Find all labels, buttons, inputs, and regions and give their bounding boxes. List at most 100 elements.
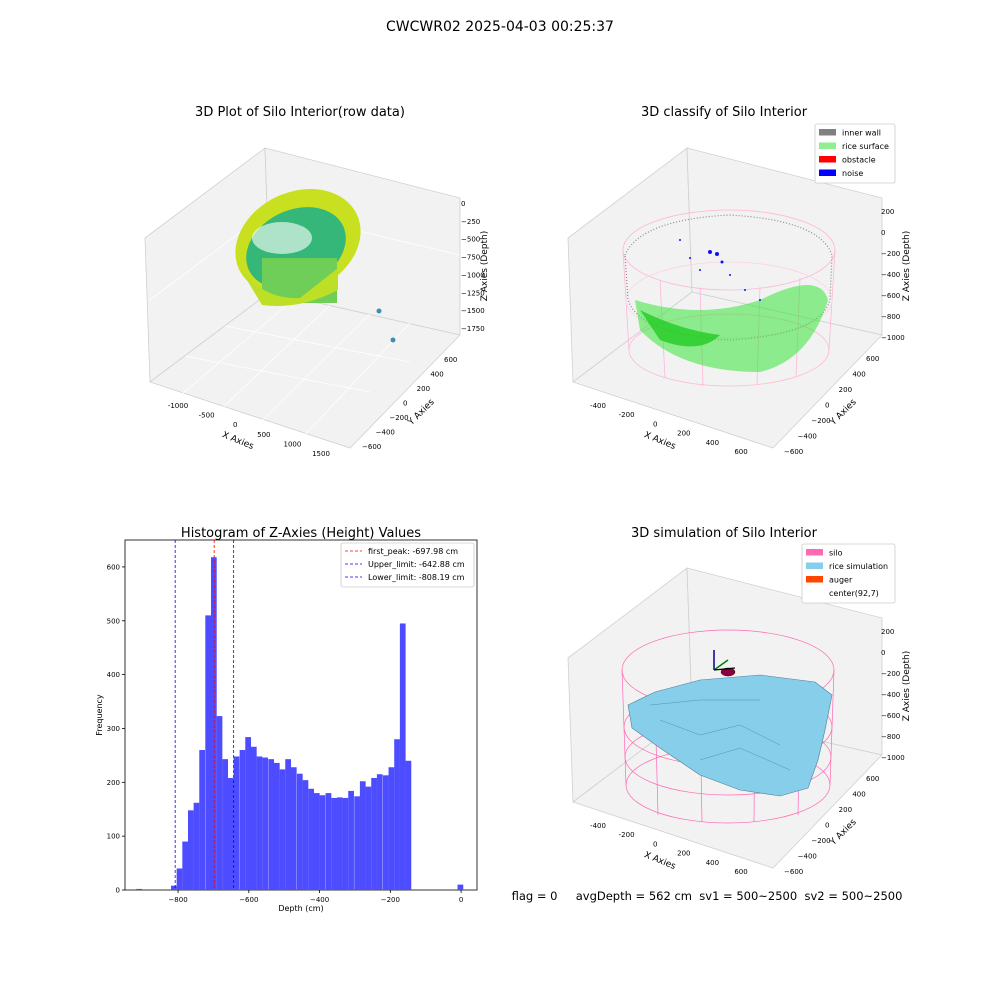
figure-title: CWCWR02 2025-04-03 00:25:37 [386, 19, 614, 35]
panel4-y-tick-label: 0 [825, 822, 829, 830]
panel4-z-tick-label: 0 [881, 649, 885, 657]
panel4-x-tick-label: -400 [590, 822, 606, 830]
histogram-bar [399, 623, 406, 890]
panel2-x-tick-label: 0 [653, 420, 657, 428]
histogram-bar [405, 760, 412, 890]
panel1-z-label: Z Axies (Depth) [480, 231, 490, 302]
histogram-bar [302, 780, 309, 890]
histogram-bar [354, 796, 360, 890]
histogram-bar [336, 797, 343, 890]
panel1-point-cloud [235, 189, 361, 306]
legend-label: obstacle [842, 156, 876, 165]
status-line: flag = 0 avgDepth = 562 cm sv1 = 500~250… [512, 889, 903, 903]
legend-swatch [806, 549, 823, 556]
panel1-outlier-point [376, 308, 382, 314]
panel1-y-tick-label: −400 [376, 429, 395, 437]
histogram-bar [376, 774, 383, 890]
panel4-z-label: Z Axies (Depth) [902, 651, 912, 722]
panel2-y-tick-label: 0 [825, 402, 829, 410]
panel1-z-tick-label: −1750 [461, 325, 485, 333]
histogram-x-tick-label: −200 [381, 896, 400, 904]
panel1-outlier-point [390, 337, 396, 343]
histogram-x-tick-label: −800 [168, 896, 187, 904]
panel2-x-tick-label: 600 [734, 448, 747, 456]
histogram-bar [382, 775, 389, 890]
panel4-legend: silo rice simulation auger center(92,7) [801, 543, 896, 604]
panel2-y-label: Y Axies [828, 397, 859, 428]
histogram-bar [342, 797, 349, 890]
panel2-y-tick-label: 400 [852, 371, 865, 379]
histogram-bar [296, 773, 303, 890]
panel4-z-tick-label: −600 [881, 712, 900, 720]
panel1-z-tick-label: 0 [461, 200, 465, 208]
panel2-axes-box [567, 147, 883, 449]
legend-swatch [806, 562, 823, 569]
histogram-bar [176, 868, 183, 890]
panel1-x-tick-label: 1000 [283, 440, 301, 448]
histogram-bar [210, 557, 217, 890]
panel4-x-tick-label: 400 [706, 859, 719, 867]
panel4-z-tick-label: 200 [881, 628, 894, 636]
panel4-auger [720, 667, 736, 677]
panel2-z-label: Z Axies (Depth) [902, 231, 912, 302]
panel1-z-tick-label: −1250 [461, 289, 485, 297]
panel2-noise-points [679, 239, 761, 301]
histogram-y-tick-label: 400 [107, 671, 120, 679]
legend-label: noise [842, 169, 863, 178]
panel1-y-tick-label: 0 [403, 400, 407, 408]
panel-raw-data-3d: 3D Plot of Silo Interior(row data) -1000… [144, 105, 490, 458]
panel4-y-tick-label: 400 [852, 791, 865, 799]
panel4-surface-mesh [649, 699, 791, 771]
panel1-z-tick-label: −250 [461, 218, 480, 226]
panel1-y-tick-label: −600 [362, 443, 381, 451]
panel4-x-tick-label: 0 [653, 840, 657, 848]
histogram-y-tick-label: 0 [116, 887, 120, 895]
legend-label: rice surface [842, 142, 889, 151]
histogram-bar [325, 793, 332, 890]
panel1-y-tick-label: −200 [389, 414, 408, 422]
histogram-x-tick-label: −400 [310, 896, 329, 904]
panel4-x-label: X Axies [642, 850, 677, 872]
panel1-y-label: Y Axies [406, 397, 437, 428]
panel1-y-tick-label: 200 [417, 385, 430, 393]
panel2-z-tick-label: −800 [881, 313, 900, 321]
panel4-z-tick-label: −200 [881, 670, 900, 678]
histogram-bar [348, 790, 354, 890]
panel2-z-tick-label: 0 [881, 229, 885, 237]
panel1-z-tick-label: −1500 [461, 307, 485, 315]
histogram-bar [216, 716, 223, 890]
panel4-center-axis-x [713, 659, 729, 671]
panel2-x-tick-label: 400 [706, 439, 719, 447]
legend-label: auger [829, 576, 853, 585]
histogram-bar [187, 810, 194, 890]
panel2-z-tick-label: −600 [881, 292, 900, 300]
panel1-x-tick-label: 1500 [312, 450, 330, 458]
histogram-bar [359, 781, 366, 890]
histogram-bar [250, 746, 257, 890]
panel4-title: 3D simulation of Silo Interior [631, 526, 818, 541]
panel4-x-tick-label: -200 [619, 831, 635, 839]
panel2-y-tick-label: 200 [839, 386, 852, 394]
histogram-bar [394, 739, 400, 890]
panel4-y-tick-label: −600 [784, 868, 803, 876]
panel2-z-tick-label: 200 [881, 208, 894, 216]
panel2-legend: inner wall rice surface obstacle noise [814, 123, 896, 184]
panel1-z-tick-label: −500 [461, 236, 480, 244]
panel4-rice-simulation-surface [627, 674, 833, 797]
histogram-bar [222, 759, 229, 890]
histogram-y-tick-label: 600 [107, 563, 120, 571]
panel4-y-tick-label: 600 [866, 775, 879, 783]
panel-simulation-3d: 3D simulation of Silo Interior silo rice … [567, 526, 912, 876]
histogram-bar [205, 615, 212, 890]
histogram-x-tick-label: 0 [459, 896, 463, 904]
legend-swatch [819, 142, 836, 149]
panel2-y-tick-label: −600 [784, 448, 803, 456]
legend-label: silo [829, 549, 843, 558]
histogram-legend-label: Lower_limit: -808.19 cm [368, 573, 465, 582]
panel4-y-tick-label: −400 [798, 853, 817, 861]
histogram-bar [182, 841, 189, 890]
histogram-legend: first_peak: -697.98 cm Upper_limit: -642.… [340, 542, 475, 588]
legend-label: inner wall [842, 129, 881, 138]
histogram-bar [388, 767, 395, 890]
histogram-bar [308, 788, 314, 890]
